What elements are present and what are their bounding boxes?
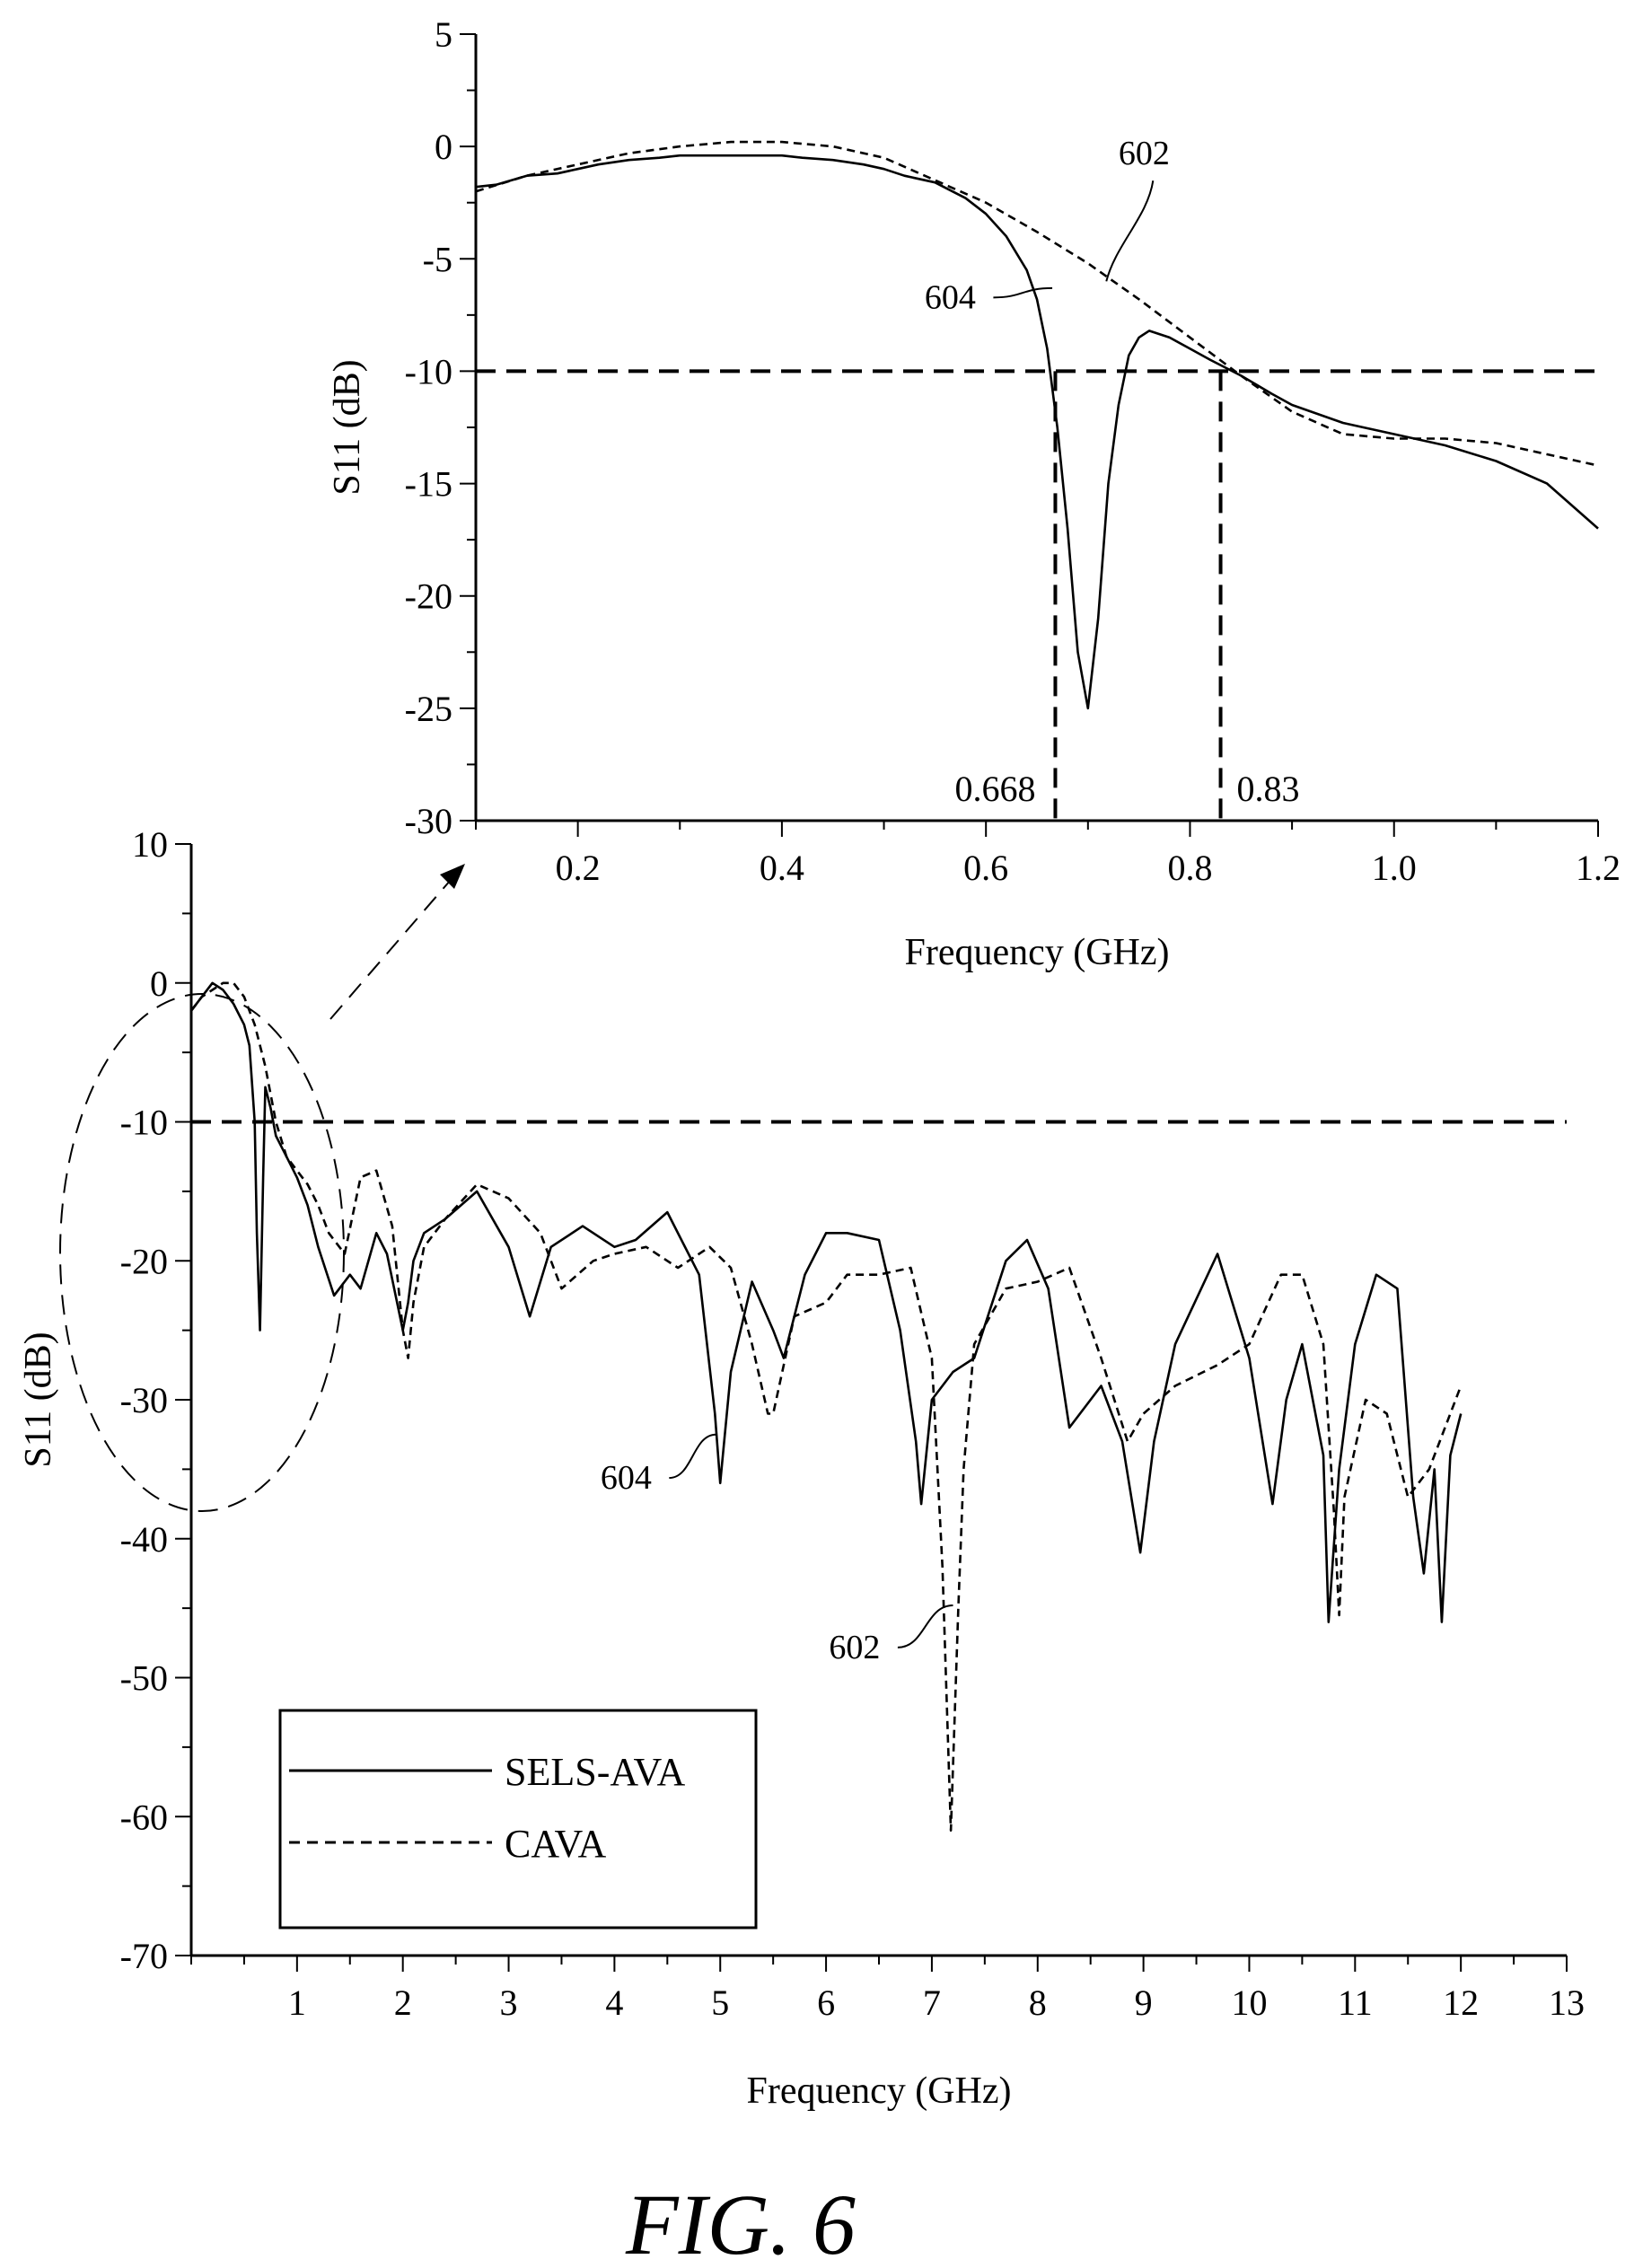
inset-y-tick-label: -25 (405, 689, 452, 729)
main-series-sels-ava (189, 981, 1463, 1623)
main-x-tick-label: 1 (288, 1982, 306, 2023)
inset-annotation-604-leader (993, 286, 1053, 299)
main-chart: 1 2 3 4 5 6 7 8 9 10 11 12 13100-10-20-30-40-50-60-7… (18, 824, 1585, 2112)
legend: SELS-AVA CAVA (278, 1709, 758, 1930)
zoom-arrow (329, 873, 457, 1020)
main-y-tick-label: -60 (120, 1797, 168, 1837)
main-annotation-602: 602 (829, 1629, 880, 1666)
legend-label-cava: CAVA (505, 1822, 607, 1866)
inset-x-tick-label: 1.0 (1372, 848, 1417, 888)
main-y-tick-label: -50 (120, 1658, 168, 1699)
main-x-tick-label: 13 (1549, 1982, 1585, 2023)
inset-x-tick-label: 0.4 (760, 848, 804, 888)
inset-y-tick-label: -20 (405, 576, 452, 617)
inset-y-tick-label: -30 (405, 801, 452, 841)
inset-x-tick-label: 0.6 (963, 848, 1008, 888)
inset-ticks (460, 33, 1599, 837)
inset-y-tick-label: -5 (423, 239, 452, 279)
inset-annotation-602: 602 (1119, 135, 1170, 172)
main-y-tick-label: -70 (120, 1936, 168, 1976)
main-x-tick-label: 12 (1443, 1982, 1479, 2023)
zoom-arrowhead-icon (440, 864, 465, 889)
main-series-cava (189, 981, 1463, 1832)
main-x-axis-title: Frequency (GHz) (746, 2070, 1011, 2112)
main-x-tick-label: 4 (605, 1982, 623, 2023)
inset-y-axis-title: S11 (dB) (327, 359, 368, 495)
inset-x-axis-title: Frequency (GHz) (904, 932, 1169, 973)
inset-tick-labels: 0.2 0.4 0.6 0.8 1.0 1.2 5 0 -5 -10 -15 -20 -25 -30 (405, 14, 1621, 888)
inset-marker-label-0668: 0.668 (954, 769, 1035, 809)
inset-y-tick-label: 0 (435, 127, 452, 167)
inset-marker-label-083: 0.83 (1237, 769, 1300, 809)
inset-series-cava (475, 140, 1599, 467)
main-y-tick-label: -40 (120, 1519, 168, 1560)
main-y-tick-label: -30 (120, 1380, 168, 1420)
legend-label-sels-ava: SELS-AVA (505, 1750, 686, 1794)
main-x-tick-label: 6 (817, 1982, 835, 2023)
inset-y-tick-label: -10 (405, 351, 452, 391)
main-series (189, 981, 1463, 1832)
main-annotation-604-leader (669, 1433, 716, 1480)
inset-x-tick-label: 0.8 (1167, 848, 1212, 888)
main-x-tick-label: 10 (1231, 1982, 1267, 2023)
inset-annotation-604: 604 (925, 278, 976, 316)
main-y-tick-label: -10 (120, 1103, 168, 1143)
inset-y-tick-label: 5 (435, 14, 452, 55)
main-y-tick-label: 0 (150, 963, 168, 1004)
main-x-tick-label: 2 (394, 1982, 412, 2023)
main-x-tick-label: 8 (1029, 1982, 1047, 2023)
inset-annotation-602-leader (1105, 180, 1155, 282)
main-ticks (175, 843, 1568, 1972)
inset-y-tick-label: -15 (405, 464, 452, 505)
main-y-tick-label: 10 (132, 824, 168, 865)
main-y-axis-title: S11 (dB) (18, 1332, 59, 1467)
inset-chart: 0.2 0.4 0.6 0.8 1.0 1.2 5 0 -5 -10 -15 -20 -25 -30 Fr… (327, 14, 1621, 973)
main-annotation-604: 604 (601, 1459, 652, 1497)
inset-series-sels-ava (475, 154, 1599, 710)
inset-reference-lines (476, 369, 1598, 821)
main-x-tick-label: 7 (923, 1982, 941, 2023)
main-x-tick-label: 5 (711, 1982, 729, 2023)
inset-series (475, 140, 1599, 710)
main-tick-labels: 1 2 3 4 5 6 7 8 9 10 11 12 13100-10-20-30-40-50-60-7… (120, 824, 1585, 2023)
main-annotation-602-leader (897, 1604, 953, 1648)
main-x-tick-label: 9 (1135, 1982, 1153, 2023)
main-x-tick-label: 3 (500, 1982, 518, 2023)
inset-x-tick-label: 1.2 (1576, 848, 1621, 888)
main-y-tick-label: -20 (120, 1241, 168, 1281)
legend-box (278, 1709, 758, 1930)
inset-x-tick-label: 0.2 (556, 848, 601, 888)
main-x-tick-label: 11 (1338, 1982, 1373, 2023)
figure-caption: FIG. 6 (625, 2176, 856, 2268)
